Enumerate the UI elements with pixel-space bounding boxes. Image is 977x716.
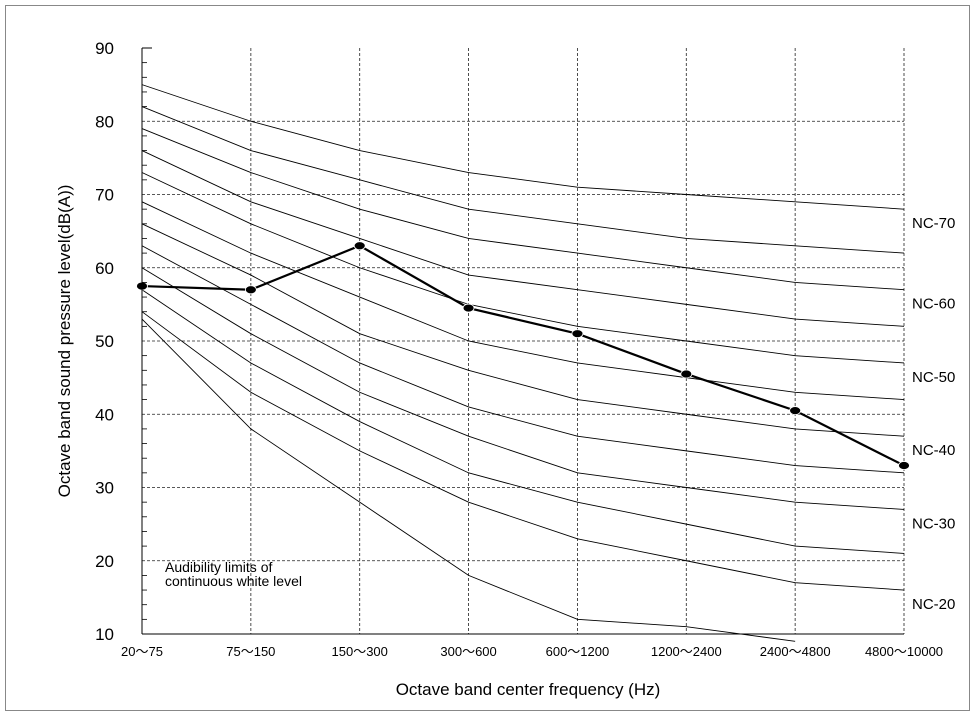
nc-curve-label: NC-70 [912,215,955,232]
annotation-text: continuous white level [165,573,302,589]
x-tick-label: 75～150 [226,644,275,659]
nc-curve-label: NC-40 [912,442,955,459]
data-point [571,329,584,339]
x-tick-label: 600～1200 [546,644,610,659]
y-axis-label: Octave band sound pressure level(dB(A)) [55,185,74,498]
nc-curve-line [141,84,905,210]
nc-curve-label: NC-60 [912,296,955,313]
axes [141,47,904,635]
data-point [353,241,366,251]
chart-frame [5,5,970,711]
series-line [141,244,905,467]
x-tick-label: 4800～10000 [865,644,943,659]
data-point [680,369,693,379]
nc-curve-line [141,106,905,254]
data-point [898,461,910,470]
x-tick-label: 1200～2400 [651,644,722,659]
measured-series [136,241,910,470]
nc-curve-line [141,223,905,437]
labels: 10 20 30 40 50 60 70 80 90 20～75 75～150 150～300 300～… [55,39,955,699]
nc-curve-line [141,318,796,642]
x-tick-label: 20～75 [121,644,163,659]
y-tick-label: 90 [95,39,114,58]
nc-curve-line [141,172,905,364]
y-tick-label: 10 [95,625,114,644]
nc-curve-line [141,150,905,327]
annotation-text: Audibility limits of [165,559,272,575]
y-tick-label: 80 [95,112,114,131]
nc-curve-label: NC-30 [912,515,955,532]
nc-curve-label: NC-20 [912,596,955,613]
x-tick-label: 2400～4800 [760,644,831,659]
data-point [789,406,802,415]
y-tick-label: 30 [95,479,114,498]
y-tick-label: 70 [95,186,114,205]
x-tick-label: 300～600 [440,644,496,659]
x-tick-label: 150～300 [332,644,388,659]
nc-curve-line [141,245,905,474]
y-tick-label: 60 [95,259,114,278]
nc-curves [141,84,905,642]
nc-curve-line [141,128,905,291]
data-point [244,285,257,295]
nc-curve-label: NC-50 [912,369,955,386]
data-point [462,303,475,313]
nc-curve-line [141,311,905,591]
x-axis-label: Octave band center frequency (Hz) [396,680,661,699]
y-tick-label: 50 [95,332,114,351]
grid [142,48,905,634]
nc-curve-line [141,289,905,554]
nc-curve-line [141,267,905,510]
y-tick-label: 40 [95,405,114,424]
nc-curve-line [141,201,905,401]
y-tick-label: 20 [95,552,114,571]
